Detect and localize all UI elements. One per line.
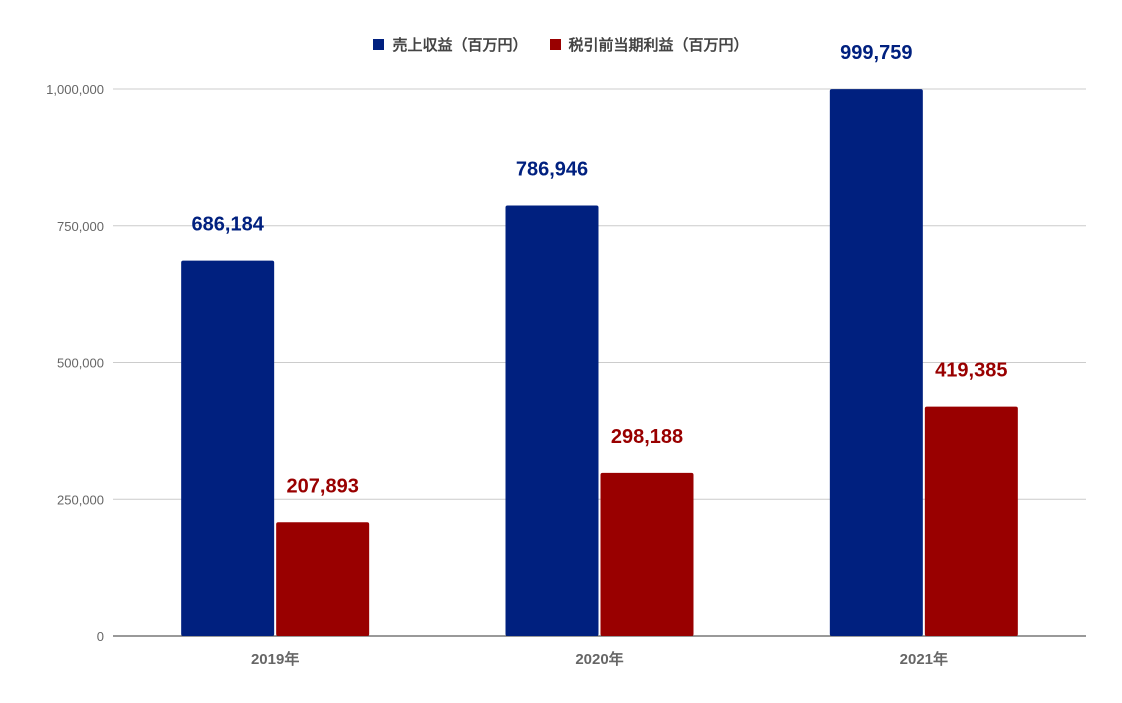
- bar-pretax-profit: [924, 406, 1018, 636]
- data-label-pretax-profit: 419,385: [935, 360, 1007, 382]
- data-label-revenue: 786,946: [516, 159, 588, 181]
- y-tick-label: 0: [97, 629, 104, 644]
- legend-swatch-pretax-profit: [549, 39, 561, 50]
- bar-pretax-profit: [600, 472, 694, 636]
- bar-revenue: [505, 205, 599, 637]
- y-tick-label: 750,000: [57, 219, 104, 234]
- y-tick-label: 1,000,000: [46, 82, 104, 97]
- x-tick-label: 2019年: [251, 650, 299, 668]
- legend-label-revenue: 売上収益（百万円）: [392, 37, 528, 54]
- x-tick-label: 2020年: [575, 650, 623, 668]
- x-tick-label: 2021年: [900, 650, 948, 668]
- bar-revenue: [181, 260, 275, 636]
- y-tick-label: 250,000: [57, 492, 104, 507]
- data-label-pretax-profit: 298,188: [611, 426, 683, 448]
- legend: 売上収益（百万円） 税引前当期利益（百万円）: [0, 34, 1122, 55]
- legend-item-revenue: 売上収益（百万円）: [373, 34, 528, 55]
- bar-pretax-profit: [276, 522, 370, 636]
- legend-label-pretax-profit: 税引前当期利益（百万円）: [568, 37, 749, 54]
- y-tick-label: 500,000: [57, 356, 104, 371]
- bar-revenue: [829, 89, 923, 636]
- legend-swatch-revenue: [373, 39, 385, 50]
- legend-item-pretax-profit: 税引前当期利益（百万円）: [549, 34, 749, 55]
- data-label-pretax-profit: 207,893: [287, 475, 359, 497]
- data-label-revenue: 686,184: [192, 214, 265, 236]
- data-label-revenue: 999,759: [840, 42, 912, 64]
